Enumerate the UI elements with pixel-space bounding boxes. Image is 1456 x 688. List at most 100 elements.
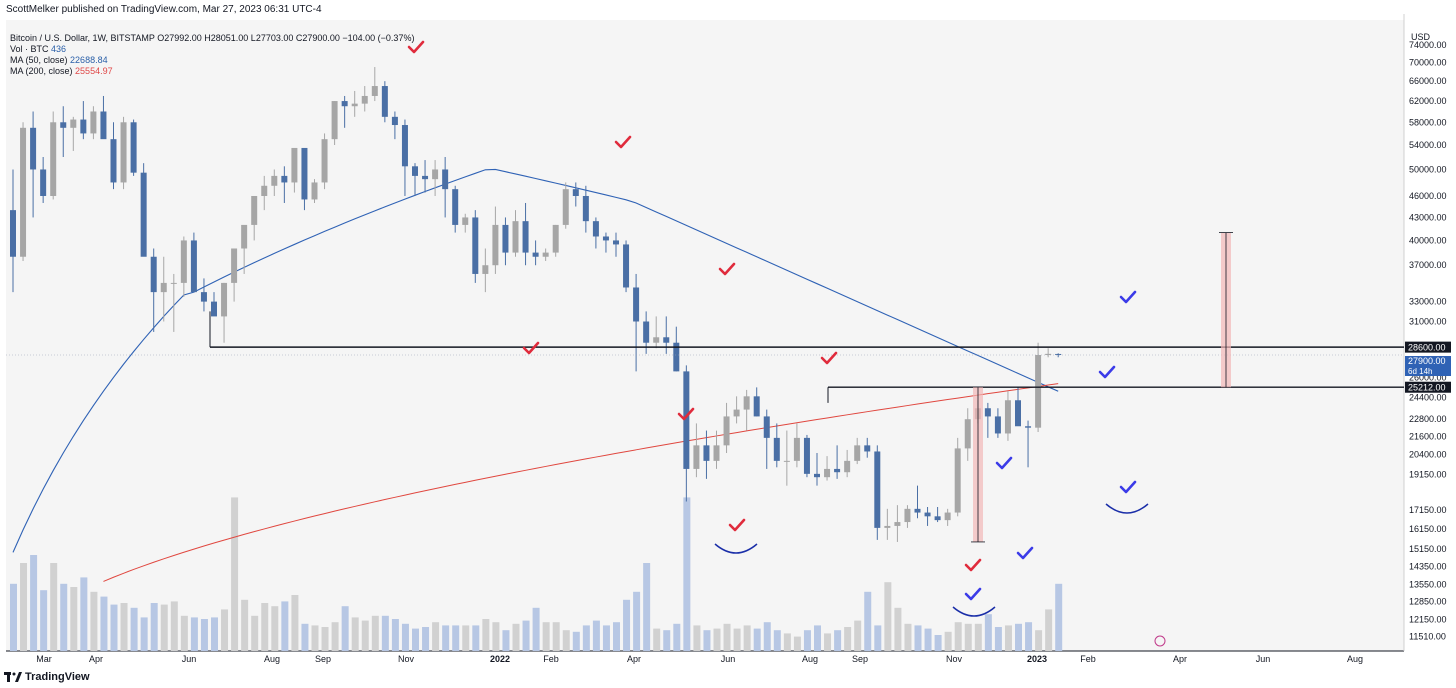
candle-body <box>894 522 901 526</box>
volume-bar <box>743 625 751 651</box>
volume-bar <box>401 623 409 651</box>
legend-title: Bitcoin / U.S. Dollar, 1W, BITSTAMP <box>10 33 155 43</box>
volume-bar <box>130 607 138 651</box>
candle-body <box>683 371 690 469</box>
x-tick-label: Nov <box>946 654 963 664</box>
candle-body <box>251 195 258 225</box>
candle-body <box>231 248 238 283</box>
volume-bar <box>934 635 942 651</box>
candle-body <box>562 189 569 225</box>
candle-body <box>371 86 378 96</box>
volume-bar <box>532 607 540 651</box>
volume-bar <box>351 617 359 651</box>
candle-body <box>1045 353 1052 356</box>
candle-body <box>432 169 439 180</box>
candle-body <box>110 139 117 183</box>
volume-bar <box>231 497 239 651</box>
candle-body <box>653 337 660 343</box>
candle-body <box>241 224 248 249</box>
volume-bar <box>834 630 842 651</box>
candle-body <box>30 127 37 170</box>
volume-bar <box>110 604 118 651</box>
volume-bar <box>1035 630 1043 651</box>
y-tick-label: 19150.00 <box>1409 470 1447 480</box>
volume-bar <box>974 623 982 651</box>
annotations <box>407 40 1166 647</box>
candle-body <box>864 445 871 452</box>
volume-bar <box>391 619 399 651</box>
candle-body <box>462 217 469 225</box>
legend-ma200-row: MA (200, close) 25554.97 <box>10 66 414 77</box>
candle-body <box>1015 400 1021 427</box>
candle-body <box>904 508 911 523</box>
y-tick-label: 62000.00 <box>1409 96 1447 106</box>
volume-bar <box>100 596 108 651</box>
candle-body <box>271 175 278 186</box>
volume-bar <box>693 625 701 651</box>
candle-body <box>482 265 489 274</box>
candle-body <box>150 256 157 293</box>
candle-body <box>743 396 750 410</box>
y-tick-label: 16150.00 <box>1409 524 1447 534</box>
legend-ma50-row: MA (50, close) 22688.84 <box>10 55 414 66</box>
volume-bar <box>291 595 299 651</box>
candle-body <box>592 221 599 237</box>
legend-ma200-value: 25554.97 <box>75 66 113 76</box>
volume-bar <box>251 615 259 651</box>
x-tick-label: Jun <box>182 654 197 664</box>
volume-bar <box>1045 609 1053 651</box>
volume-bar <box>803 630 811 651</box>
volume-bar <box>964 623 972 651</box>
volume-bar <box>452 625 460 651</box>
candle-body <box>643 321 650 343</box>
volume-bar <box>824 633 832 651</box>
volume-bar <box>301 623 309 651</box>
volume-bar <box>602 625 610 651</box>
candle-body <box>964 419 971 449</box>
candle-body <box>90 111 97 134</box>
candle-body <box>773 437 780 461</box>
x-tick-label: Feb <box>543 654 559 664</box>
candle-body <box>1055 353 1062 356</box>
volume-bar <box>211 617 218 651</box>
volume-bar <box>643 563 651 651</box>
red-check-icon <box>718 262 736 276</box>
candle-body <box>190 240 197 293</box>
candle-body <box>673 342 680 372</box>
candle-body <box>834 468 841 473</box>
volume-bar <box>20 563 28 651</box>
volume-bar <box>80 577 88 651</box>
bottom-arc-icon <box>714 543 758 554</box>
candle-body <box>522 221 529 253</box>
red-check-icon <box>964 558 982 572</box>
y-tick-label: 26000.00 <box>1409 372 1447 382</box>
chart-area[interactable]: 74000.00 70000.00 66000.00 62000.00 58000.00… <box>0 14 1456 668</box>
candle-body <box>351 103 358 107</box>
candle-body <box>180 240 187 283</box>
candle-body <box>502 224 509 253</box>
candle-body <box>291 147 298 183</box>
candle-body <box>783 460 790 462</box>
volume-bar <box>412 628 419 651</box>
candle-body <box>623 244 630 288</box>
candle-body <box>80 119 87 134</box>
red-check-icon <box>677 407 695 421</box>
y-tick-label: 58000.00 <box>1409 117 1447 127</box>
volume-bar <box>341 606 349 651</box>
candles <box>10 67 1062 542</box>
volume-bar <box>361 620 369 651</box>
candle-body <box>341 101 348 107</box>
price-chart[interactable]: 74000.00 70000.00 66000.00 62000.00 58000.00… <box>0 14 1456 668</box>
blue-check-icon <box>995 456 1013 470</box>
candle-body <box>442 169 449 190</box>
x-tick-label: 2023 <box>1027 654 1047 664</box>
candle-body <box>602 236 609 241</box>
legend-ohlc: O27992.00 H28051.00 L27703.00 C27900.00 … <box>157 33 415 43</box>
volume-bar <box>1055 583 1063 651</box>
volume-bar <box>894 607 902 651</box>
legend-vol-value: 436 <box>51 44 67 54</box>
volume-bar <box>1025 622 1033 651</box>
volume-bar <box>663 630 671 651</box>
volume-bar <box>30 555 38 651</box>
volume-bar <box>40 590 48 651</box>
